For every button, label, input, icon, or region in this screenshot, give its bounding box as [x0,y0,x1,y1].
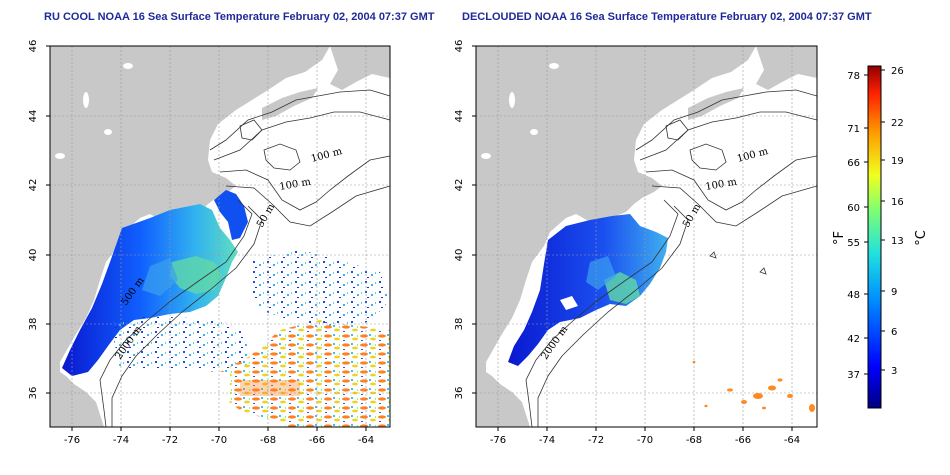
temperature-colorbar: 78 71 66 60 55 48 42 37 26 22 19 16 13 9… [832,65,929,409]
fahrenheit-tick-label: 48 [847,290,860,301]
celsius-tick-label: 3 [891,366,897,377]
celsius-tick-label: 22 [891,118,904,129]
lon-tick-label: -70 [637,435,653,446]
warm-patches [692,360,815,412]
celsius-tick-label: 9 [891,287,897,298]
celsius-tick-label: 13 [891,236,904,247]
lat-tick-label: 38 [28,318,39,331]
lon-tick-label: -74 [539,435,555,446]
lon-tick-label: -64 [358,435,374,446]
land-mass [476,46,756,427]
lat-tick-label: 40 [454,249,465,262]
lat-tick-label: 36 [454,387,465,400]
lon-tick-label: -74 [113,435,129,446]
lon-tick-label: -64 [784,435,800,446]
celsius-tick-label: 6 [891,327,897,338]
lon-tick-label: -72 [588,435,604,446]
fahrenheit-tick-label: 78 [847,71,860,82]
lat-tick-label: 44 [28,110,39,123]
bathymetry-contours [525,89,817,427]
fahrenheit-tick-label: 60 [847,203,860,214]
lat-tick-label: 42 [28,179,39,192]
fahrenheit-tick-label: 42 [847,334,860,345]
lat-tick-label: 40 [28,249,39,262]
fahrenheit-tick-label: 66 [847,158,860,169]
map-title-right: DECLOUDED NOAA 16 Sea Surface Temperatur… [462,11,872,23]
fahrenheit-tick-label: 71 [847,124,860,135]
lat-tick-label: 42 [454,179,465,192]
fahrenheit-tick-label: 37 [847,370,860,381]
lon-tick-label: -72 [162,435,178,446]
celsius-tick-label: 19 [891,156,904,167]
lon-tick-label: -70 [211,435,227,446]
sst-map-left: 100 m 100 m 50 m 500 m 2000 m -76 -74 -7… [28,40,391,446]
lat-tick-label: 44 [454,110,465,123]
celsius-unit-label: °C [914,230,929,246]
lon-tick-label: -66 [309,435,325,446]
lon-tick-label: -68 [260,435,276,446]
bathymetry-contours [99,89,390,427]
lon-tick-label: -76 [490,435,506,446]
lat-tick-label: 36 [28,387,39,400]
lon-tick-label: -66 [735,435,751,446]
lat-tick-label: 46 [454,40,465,53]
land-mass [50,46,330,427]
celsius-tick-label: 26 [891,66,904,77]
lon-tick-label: -76 [64,435,80,446]
sst-map-right: 100 m 100 m 50 m 2000 m -76 -74 -72 -70 … [454,40,818,446]
map-title-left: RU COOL NOAA 16 Sea Surface Temperature … [44,11,435,23]
fahrenheit-tick-label: 55 [847,238,860,249]
lon-tick-label: -68 [686,435,702,446]
lat-tick-label: 46 [28,40,39,53]
sst-data-region [508,214,668,366]
lat-tick-label: 38 [454,318,465,331]
celsius-tick-label: 16 [891,197,904,208]
fahrenheit-unit-label: °F [832,231,847,245]
